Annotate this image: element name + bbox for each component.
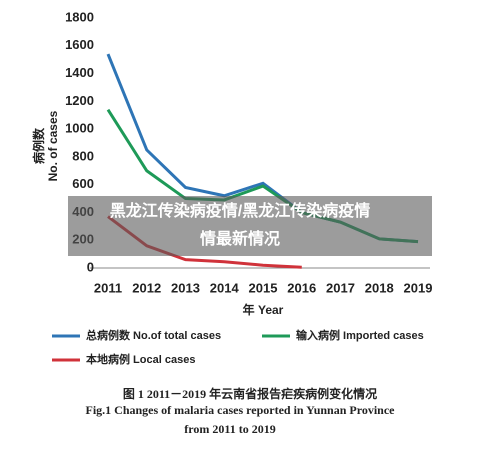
caption: from 2011 to 2019 xyxy=(184,422,275,436)
y-tick-label: 0 xyxy=(87,259,94,274)
x-axis-label: 年 Year xyxy=(243,302,284,317)
x-tick-label: 2011 xyxy=(94,280,122,295)
caption: Fig.1 Changes of malaria cases reported … xyxy=(85,403,395,417)
y-axis-label: 病例数 xyxy=(31,127,46,164)
y-tick-label: 1000 xyxy=(65,121,94,136)
legend-label: 总病例数 No.of total cases xyxy=(86,328,221,342)
y-tick-label: 1800 xyxy=(65,9,94,24)
x-tick-label: 2013 xyxy=(171,280,200,295)
x-tick-label: 2012 xyxy=(132,280,161,295)
overlay-banner xyxy=(68,196,432,256)
y-tick-label: 1400 xyxy=(65,65,94,80)
x-tick-label: 2015 xyxy=(249,280,278,295)
y-tick-label: 600 xyxy=(72,176,94,191)
y-axis-label: No. of cases xyxy=(46,110,60,181)
legend-label: 输入病例 Imported cases xyxy=(296,328,424,342)
overlay-text: 黑龙江传染病疫情/黑龙江传染病疫情 xyxy=(110,201,370,220)
y-tick-label: 1600 xyxy=(65,37,94,52)
y-tick-label: 800 xyxy=(72,148,94,163)
legend-label: 本地病例 Local cases xyxy=(86,352,195,366)
x-tick-label: 2017 xyxy=(326,280,355,295)
x-tick-label: 2016 xyxy=(287,280,316,295)
y-tick-label: 1200 xyxy=(65,93,94,108)
x-tick-label: 2018 xyxy=(365,280,394,295)
overlay-text: 情最新情况 xyxy=(200,229,280,248)
x-tick-label: 2014 xyxy=(210,280,240,295)
x-tick-label: 2019 xyxy=(404,280,433,295)
caption: 图 1 2011－2019 年云南省报告疟疾病例变化情况 xyxy=(123,386,377,401)
